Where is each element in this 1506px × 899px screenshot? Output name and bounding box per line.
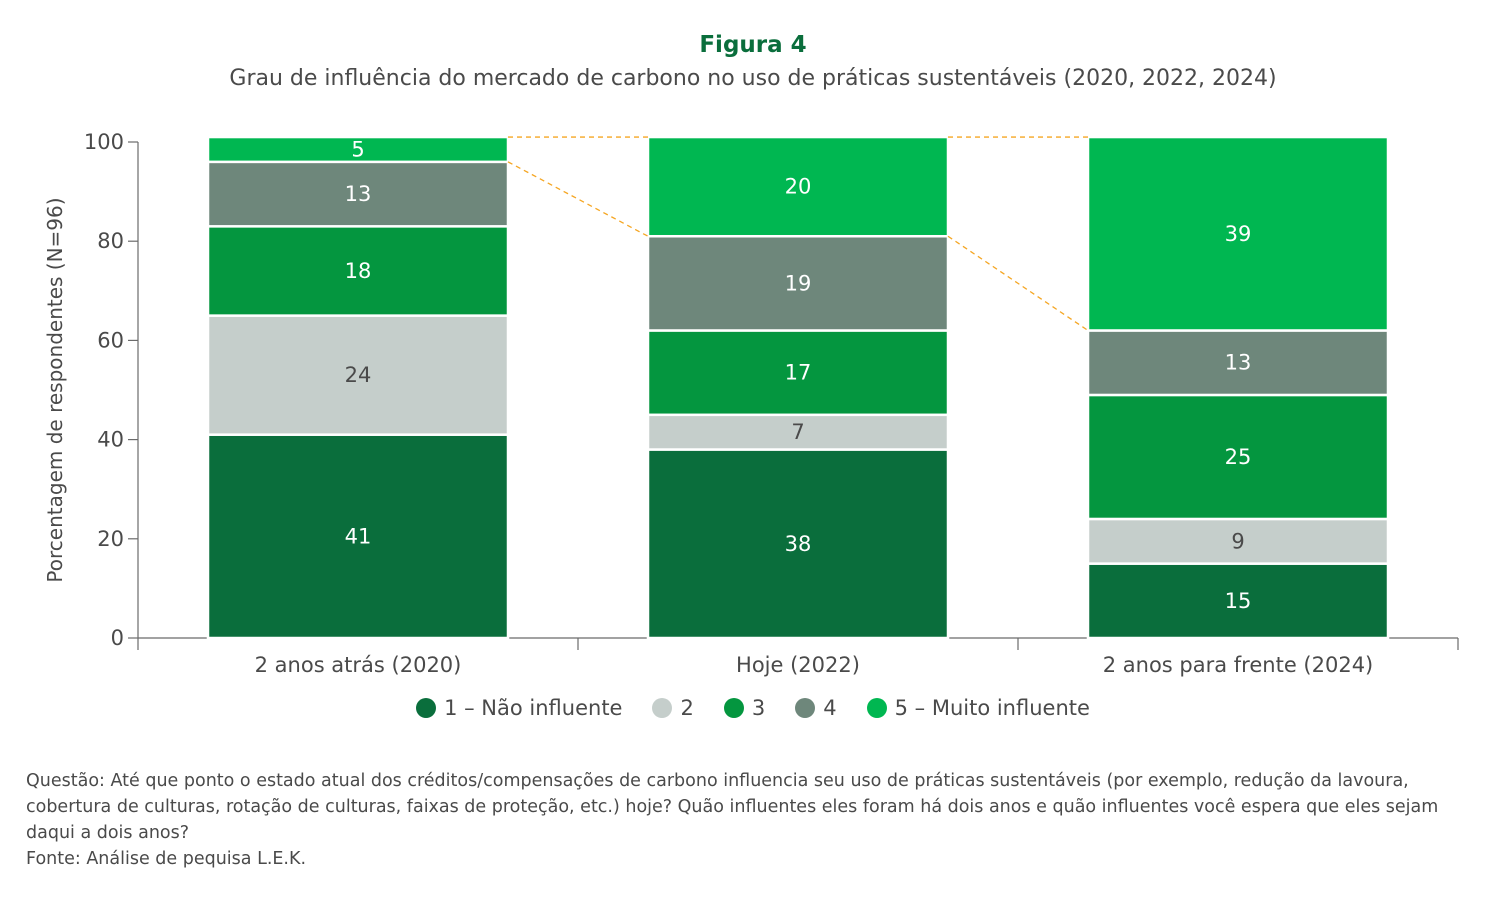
bar-segment: [1086, 135, 1390, 332]
legend-label: 5 – Muito influente: [894, 696, 1090, 720]
bar-segment: [646, 329, 950, 417]
bar-data-label: 39: [1225, 222, 1252, 246]
bar-data-label: 17: [785, 361, 812, 385]
bar-segment: [206, 135, 510, 164]
stacked-bar-chart: 0 20 40 60 80 100 Porcentagem de respondentes …: [43, 130, 1459, 677]
bar-data-label: 15: [1225, 589, 1252, 613]
legend-item: 1 – Não influente: [416, 696, 622, 720]
legend-label: 3: [751, 696, 766, 720]
chart-notes: Questão: Até que ponto o estado atual do…: [26, 768, 1476, 872]
bar-data-label: 7: [791, 420, 804, 444]
bar-data-label: 24: [345, 363, 372, 387]
figure-label: Figura 4: [699, 32, 807, 58]
bar-segment: [1086, 329, 1390, 397]
bar-segment: [1086, 393, 1390, 521]
question-note: Questão: Até que ponto o estado atual do…: [26, 771, 1439, 843]
legend-label: 2: [680, 696, 694, 720]
bar-segment: [206, 433, 510, 640]
y-axis-title: Porcentagem de respondentes (N=96): [43, 197, 67, 582]
chart-title: Grau de influência do mercado de carbono…: [229, 66, 1277, 91]
x-tick-label: 2 anos atrás (2020): [255, 653, 462, 677]
legend-swatch: [652, 698, 673, 718]
legend-swatch: [723, 698, 744, 718]
bar-data-label: 41: [345, 524, 372, 548]
connector-line-bottom: [947, 235, 1089, 332]
bar-segment: [646, 448, 950, 640]
legend-swatch: [795, 698, 816, 718]
y-tick-label: 20: [97, 527, 124, 551]
bar-data-label: 20: [785, 175, 812, 199]
legend-item: 3: [723, 696, 766, 720]
y-tick-label: 60: [97, 328, 124, 352]
bar-segment: [646, 413, 950, 451]
bar-data-label: 18: [345, 259, 372, 283]
bar-segment: [1086, 562, 1390, 640]
y-tick-label: 40: [97, 428, 124, 452]
legend-swatch: [416, 698, 437, 718]
x-tick-label: 2 anos para frente (2024): [1103, 653, 1374, 677]
bar-data-label: 13: [1225, 351, 1252, 375]
bar-data-label: 13: [345, 182, 372, 206]
y-tick-label: 80: [97, 229, 124, 253]
bar-data-label: 5: [351, 137, 364, 161]
x-tick-label: Hoje (2022): [736, 653, 860, 677]
legend-item: 2: [652, 696, 694, 720]
bar-segment: [1086, 517, 1390, 565]
y-tick-label: 100: [84, 130, 124, 154]
bar-data-label: 9: [1231, 529, 1244, 553]
legend-label: 1 – Não influente: [444, 696, 623, 720]
legend: 1 – Não influente 2 3 4 5 – Muito influente: [0, 696, 1506, 720]
legend-swatch: [866, 698, 887, 718]
source-note: Fonte: Análise de pequisa L.E.K.: [26, 849, 307, 869]
bar-data-label: 25: [1225, 445, 1252, 469]
legend-item: 5 – Muito influente: [866, 696, 1090, 720]
connector-line-bottom: [507, 161, 649, 237]
bar-data-label: 38: [785, 532, 812, 556]
bar-data-label: 19: [785, 271, 812, 295]
legend-label: 4: [823, 696, 837, 720]
y-tick-label: 0: [111, 626, 124, 650]
legend-item: 4: [795, 696, 837, 720]
bar-segment: [646, 135, 950, 238]
